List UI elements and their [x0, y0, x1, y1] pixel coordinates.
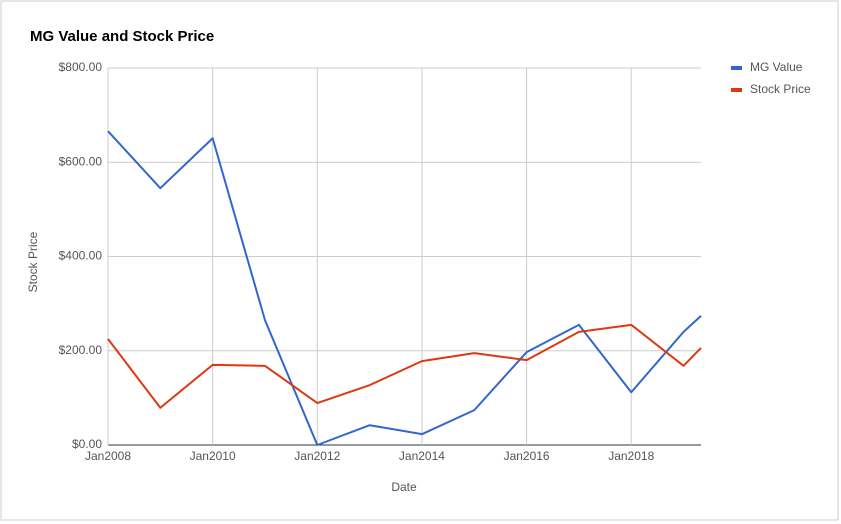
y-tick-label: $400.00 [59, 249, 103, 263]
x-tick-label: Jan2018 [608, 449, 654, 463]
legend-swatch [731, 66, 742, 70]
x-tick-label: Jan2014 [399, 449, 445, 463]
series-line [107, 130, 702, 446]
x-tick-label: Jan2008 [85, 449, 131, 463]
y-tick-label: $600.00 [59, 154, 103, 168]
y-axis-label: Stock Price [26, 231, 40, 292]
y-tick-label: $200.00 [59, 343, 103, 357]
legend-label: MG Value [750, 60, 803, 74]
y-tick-label: $0.00 [72, 437, 102, 451]
legend-swatch [731, 88, 742, 92]
x-axis-label: Date [391, 480, 417, 494]
legend-label: Stock Price [750, 82, 811, 96]
series-line [107, 323, 702, 409]
y-tick-label: $800.00 [59, 60, 103, 74]
x-tick-label: Jan2010 [190, 449, 236, 463]
x-tick-label: Jan2016 [504, 449, 550, 463]
chart-title: MG Value and Stock Price [30, 28, 214, 45]
x-tick-label: Jan2012 [294, 449, 340, 463]
